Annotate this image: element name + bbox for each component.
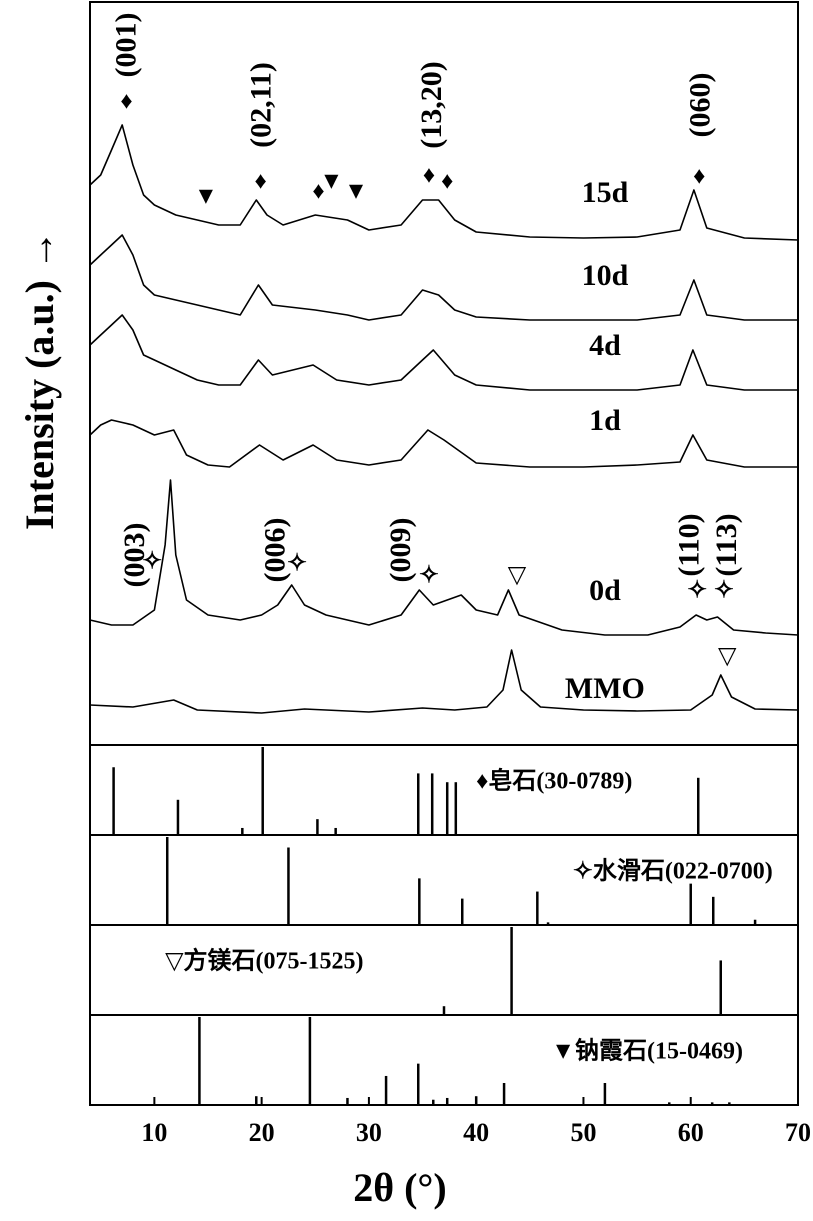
reference-label: ▼钠霞石(15-0469) [551, 1038, 743, 1065]
peak-marker: ▽ [718, 644, 737, 670]
x-tick-label: 10 [141, 1118, 167, 1147]
reference-label: ♦皂石(30-0789) [476, 768, 632, 795]
peak-marker: ♦ [441, 169, 453, 195]
reference-frame [89, 744, 799, 836]
peak-marker: ▽ [508, 563, 527, 589]
x-axis-label: 2θ (°) [353, 1165, 447, 1210]
x-tick-label: 30 [356, 1118, 382, 1147]
series-label: 1d [589, 404, 621, 437]
peak-label: (003) [118, 523, 151, 588]
series-line [89, 234, 798, 321]
series-label: 4d [589, 329, 621, 362]
peak-label: (001) [110, 13, 143, 78]
peak-marker: ▼ [344, 179, 368, 205]
series-line [89, 124, 799, 241]
peak-label: (113) [710, 513, 743, 576]
series-line [89, 479, 799, 636]
peak-marker: ♦ [423, 163, 435, 189]
series-line [89, 419, 798, 468]
x-tick-label: 70 [785, 1118, 811, 1147]
peak-marker: ▼ [319, 169, 343, 195]
peak-marker: ♦ [254, 169, 266, 195]
reference-label: ▽方镁石(075-1525) [165, 947, 363, 975]
peak-label: (13,20) [415, 61, 448, 148]
series-label: 0d [589, 574, 621, 607]
peak-marker: ✧ [142, 549, 162, 575]
series-label: 10d [582, 259, 629, 292]
series-line [89, 649, 799, 714]
peak-marker: ▼ [194, 184, 218, 210]
series-label: MMO [565, 672, 645, 705]
peak-marker: ♦ [693, 164, 705, 190]
peak-marker: ♦ [120, 89, 132, 115]
x-tick-label: 20 [249, 1118, 275, 1147]
reference-label: ✧水滑石(022-0700) [573, 858, 773, 885]
x-tick-label: 60 [678, 1118, 704, 1147]
series-label: 15d [582, 176, 629, 209]
peak-marker: ✧ [714, 578, 734, 604]
peak-label: (110) [673, 513, 706, 576]
series-line [89, 314, 798, 391]
peak-label: (009) [384, 518, 417, 583]
peak-label: (02,11) [245, 62, 278, 148]
peak-label: (006) [259, 518, 292, 583]
x-tick-label: 50 [570, 1118, 596, 1147]
x-tick-label: 40 [463, 1118, 489, 1147]
peak-marker: ♦ [312, 179, 324, 205]
y-axis-label: Intensity (a.u.) → [17, 230, 62, 530]
peak-label: (060) [683, 73, 716, 138]
peak-marker: ✧ [287, 551, 307, 577]
peak-marker: ✧ [419, 563, 439, 589]
peak-marker: ✧ [687, 578, 707, 604]
